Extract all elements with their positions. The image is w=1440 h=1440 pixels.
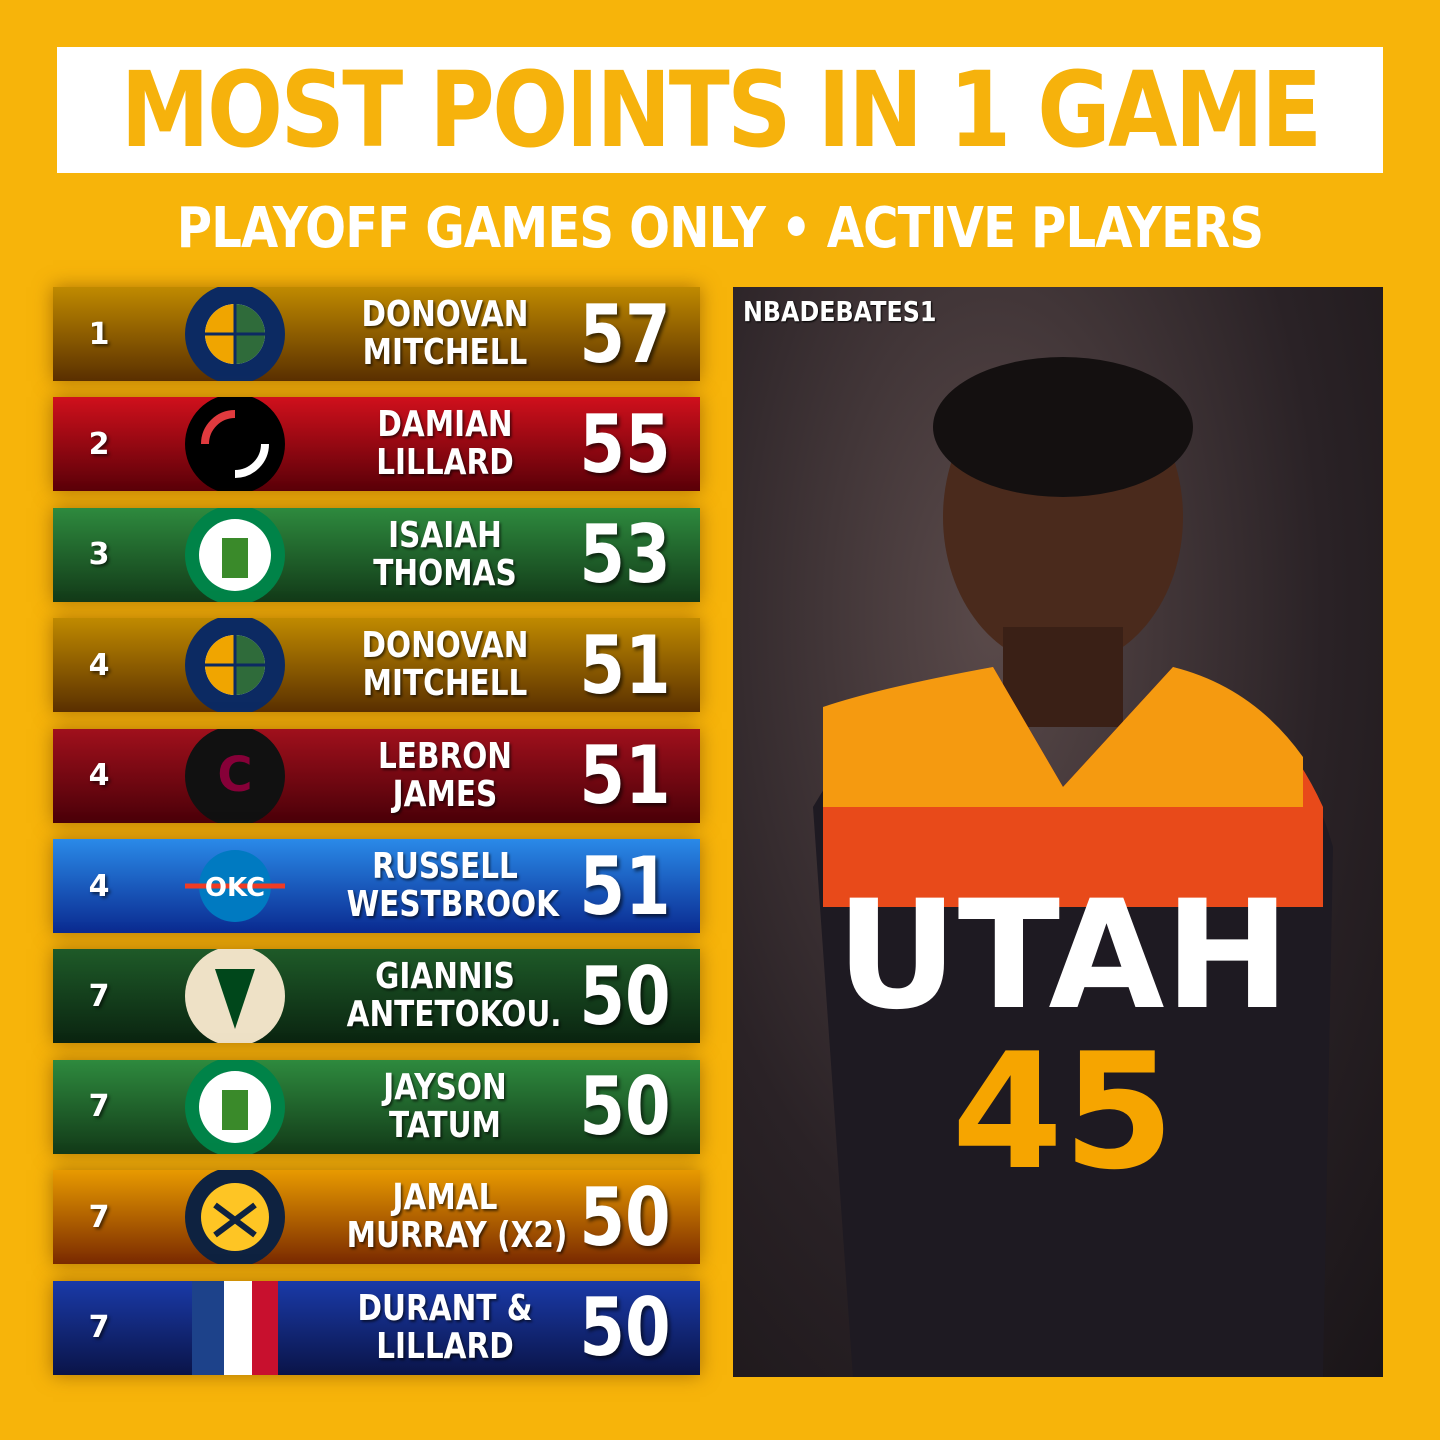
points: 50 [579, 949, 671, 1043]
player-illustration: UTAH 45 [813, 357, 1333, 1377]
player-name: GIANNIS ANTETOKOU. [346, 956, 562, 1036]
player-name-line2: LILLARD [376, 442, 514, 484]
player-name-line1: JAYSON [383, 1066, 507, 1108]
team-logo-celtics [145, 1059, 325, 1154]
team-logo-cavaliers: C [145, 728, 325, 823]
player-name-line1: JAMAL [392, 1177, 498, 1219]
rank: 4 [88, 868, 110, 904]
team-logo-nuggets [145, 1170, 325, 1265]
ranking-row: 4 C LEBRON JAMES 51 [53, 728, 700, 823]
rank: 4 [88, 647, 110, 683]
player-name-line2: MURRAY (X2) [346, 1215, 568, 1257]
player-name-line2: ANTETOKOU. [346, 994, 562, 1036]
player-name: LEBRON JAMES [347, 735, 544, 815]
rank: 2 [88, 426, 110, 462]
page-subtitle: PLAYOFF GAMES ONLY • ACTIVE PLAYERS [176, 196, 1264, 261]
title-banner: MOST POINTS IN 1 GAME [57, 47, 1383, 173]
rank: 7 [88, 1310, 110, 1346]
nuggets-logo-icon [185, 1170, 285, 1265]
ranking-row: 4 DONOVAN MITCHELL 51 [53, 618, 700, 713]
player-name: DAMIAN LILLARD [347, 406, 544, 482]
ranking-row: 1 DONOVAN MITCHELL 57 [53, 287, 700, 381]
player-name-line2: MITCHELL [362, 663, 528, 705]
points: 55 [579, 397, 671, 491]
jazz-logo-icon [185, 618, 285, 713]
team-logo-thunder: OKC [145, 839, 325, 933]
celtics-logo-icon [185, 507, 285, 602]
celtics-logo-icon [185, 1059, 285, 1154]
player-name-line2: THOMAS [373, 552, 517, 594]
team-logo-bucks [145, 949, 325, 1044]
ranking-row: 7 DURANT & LILLARD 50 [53, 1280, 700, 1375]
points: 50 [579, 1060, 671, 1154]
blazers-logo-icon [185, 397, 285, 492]
svg-text:OKC: OKC [205, 873, 265, 903]
svg-text:C: C [217, 747, 252, 803]
player-name-line1: DONOVAN [361, 294, 529, 335]
page-title: MOST POINTS IN 1 GAME [120, 49, 1322, 171]
player-name: JAYSON TATUM [347, 1066, 544, 1146]
player-name-line2: WESTBROOK [346, 884, 560, 925]
player-name: DONOVAN MITCHELL [347, 296, 544, 372]
points: 51 [579, 618, 671, 712]
nba-logo-icon [192, 1280, 278, 1375]
rank: 4 [88, 758, 110, 794]
ranking-row: 7 JAYSON TATUM 50 [53, 1059, 700, 1154]
points: 57 [579, 287, 671, 381]
ranking-row: 3 ISAIAH THOMAS 53 [53, 507, 700, 602]
player-name-line2: TATUM [389, 1104, 501, 1146]
points: 50 [579, 1281, 671, 1375]
watermark: NBADEBATES1 [743, 295, 937, 328]
team-logo-jazz [145, 618, 325, 713]
player-name: RUSSELL WESTBROOK [346, 846, 560, 925]
points: 51 [579, 839, 671, 933]
team-logo-nba [145, 1280, 325, 1375]
points: 51 [579, 729, 671, 823]
ranking-row: 4 OKC RUSSELL WESTBROOK 51 [53, 839, 700, 933]
points: 53 [579, 508, 671, 602]
player-name: DURANT & LILLARD [347, 1287, 544, 1367]
cavaliers-logo-icon: C [185, 728, 285, 823]
team-logo-jazz [145, 287, 325, 381]
rank: 1 [88, 316, 110, 352]
jazz-logo-icon [185, 287, 285, 381]
team-logo-celtics [145, 507, 325, 602]
rank: 7 [88, 1089, 110, 1125]
rank: 7 [88, 1199, 110, 1235]
points: 50 [579, 1170, 671, 1264]
ranking-row: 2 DAMIAN LILLARD 55 [53, 397, 700, 492]
ranking-row: 7 JAMAL MURRAY (X2) 50 [53, 1170, 700, 1265]
player-name-line1: DONOVAN [361, 625, 529, 667]
jersey-number: 45 [952, 1018, 1175, 1205]
jersey-team-text: UTAH [836, 869, 1290, 1043]
player-name-line2: MITCHELL [362, 332, 528, 373]
rank: 7 [88, 978, 110, 1014]
bucks-logo-icon [185, 949, 285, 1044]
team-logo-blazers [145, 397, 325, 492]
thunder-logo-icon: OKC [185, 850, 285, 922]
player-name-line2: LILLARD [376, 1325, 514, 1367]
player-name-line1: ISAIAH [388, 514, 502, 556]
player-name-line1: DURANT & [357, 1287, 533, 1329]
player-name-line2: JAMES [392, 773, 498, 815]
player-photo: UTAH 45 NBADEBATES1 [733, 287, 1383, 1377]
player-name-line1: LEBRON [377, 735, 513, 777]
player-name-line1: DAMIAN [377, 404, 513, 446]
player-name: ISAIAH THOMAS [347, 514, 544, 594]
player-name-line1: RUSSELL [372, 846, 518, 887]
ranking-row: 7 GIANNIS ANTETOKOU. 50 [53, 949, 700, 1044]
player-name: JAMAL MURRAY (X2) [346, 1177, 568, 1257]
rank: 3 [88, 537, 110, 573]
player-name: DONOVAN MITCHELL [347, 627, 544, 703]
player-name-line1: GIANNIS [375, 956, 515, 998]
